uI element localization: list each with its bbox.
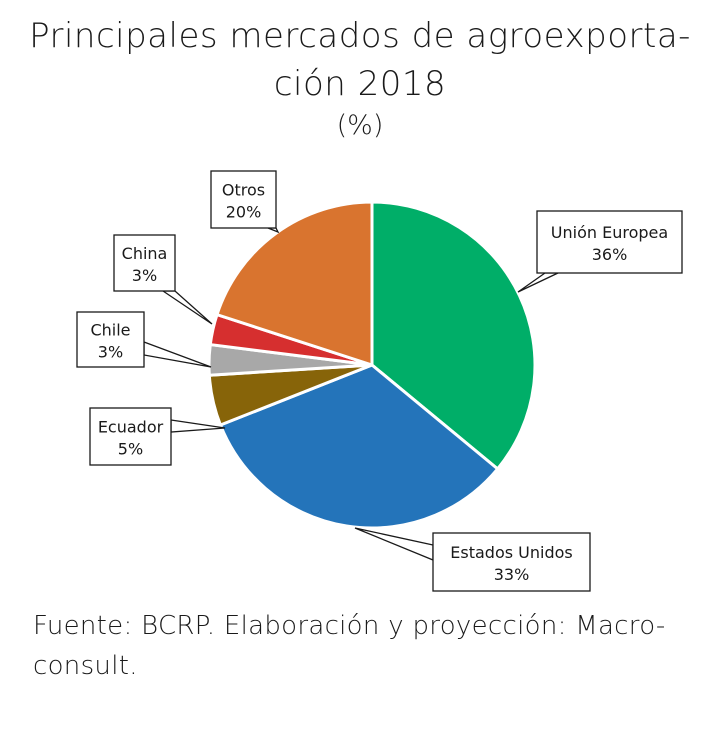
slice-label-name: Chile xyxy=(90,321,130,340)
pie-slice-unión-europea xyxy=(370,200,537,471)
callout-box xyxy=(432,532,591,592)
callout-pointer xyxy=(354,527,434,561)
callout-box xyxy=(113,234,176,292)
callout-box xyxy=(210,170,277,229)
slice-label-value: 3% xyxy=(132,266,157,285)
slice-label-value: 36% xyxy=(592,245,628,264)
source-note: Fuente: BCRP. Elaboración y proyección: … xyxy=(33,606,693,686)
pie-callouts: Unión Europea 36% Estados Unidos 33% Ecuador… xyxy=(76,170,683,592)
slice-label-name: Unión Europea xyxy=(551,223,668,242)
callout-pointer xyxy=(170,419,226,433)
chart-title-line-1: Principales mercados de agroexporta- xyxy=(29,16,691,56)
slice-label-name: Otros xyxy=(222,181,265,200)
callout-box xyxy=(76,311,145,368)
callout-pointer xyxy=(143,341,212,368)
slice-label-value: 20% xyxy=(226,203,262,222)
slice-label-name: Estados Unidos xyxy=(450,543,572,562)
source-line-1: Fuente: BCRP. Elaboración y proyección: … xyxy=(33,611,666,641)
source-line-2: consult. xyxy=(33,651,138,681)
slice-label-name: China xyxy=(122,244,168,263)
pie-slice-estados-unidos xyxy=(218,363,500,530)
chart-unit: (%) xyxy=(336,110,384,141)
callout-box xyxy=(536,210,683,274)
callout-pointer xyxy=(517,272,559,293)
callout-box xyxy=(89,407,172,466)
callout-pointer xyxy=(160,290,213,325)
slice-label-value: 33% xyxy=(494,565,530,584)
chart-title-line-2: ción 2018 xyxy=(273,64,447,104)
slice-label-value: 3% xyxy=(98,343,123,362)
slice-label-value: 5% xyxy=(118,440,143,459)
pie-slice-otros xyxy=(215,200,374,367)
pie-slices xyxy=(207,200,537,530)
slice-label-name: Ecuador xyxy=(98,418,164,437)
